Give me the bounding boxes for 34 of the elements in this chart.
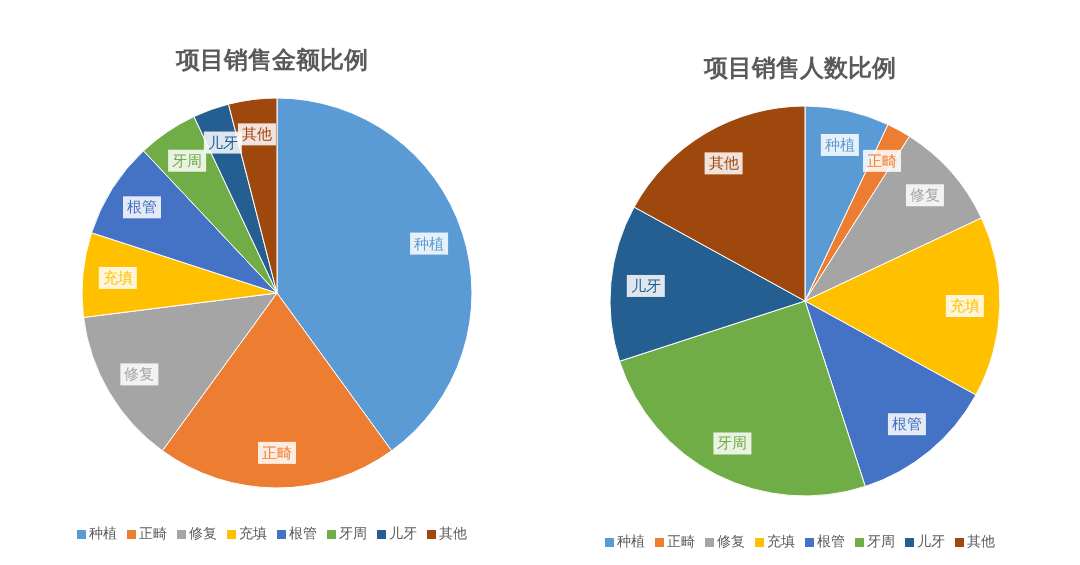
slice-label: 牙周 [717,434,748,453]
slice-label: 正畸 [867,151,898,170]
slice-label: 根管 [891,415,922,434]
legend-label: 其他 [967,533,995,551]
legend-label: 种植 [617,533,645,551]
slice-label: 牙周 [172,151,203,170]
legend-label: 正畸 [667,533,695,551]
slice-label: 其他 [241,125,272,144]
legend-label: 牙周 [867,533,895,551]
legend-label: 儿牙 [389,525,417,543]
slice-label: 种植 [414,234,445,253]
legend-label: 正畸 [139,525,167,543]
slice-label: 其他 [708,154,739,173]
slice-label: 充填 [949,297,980,316]
legend-label: 充填 [239,525,267,543]
legend-label: 根管 [289,525,317,543]
legend-label: 牙周 [339,525,367,543]
chart-title: 项目销售金额比例 [174,45,369,76]
chart-title: 项目销售人数比例 [702,53,897,84]
slice-label: 修复 [909,186,940,205]
slice-label: 正畸 [262,443,292,462]
legend-label: 修复 [189,525,217,543]
slice-label: 儿牙 [630,276,661,295]
slice-label: 充填 [102,268,133,287]
slice-label: 种植 [824,135,855,154]
legend-label: 修复 [717,533,745,551]
legend-label: 其他 [439,525,467,543]
slice-label: 儿牙 [207,133,238,152]
slice-label: 修复 [124,365,155,384]
slice-label: 根管 [126,198,157,217]
legend-label: 儿牙 [917,533,945,551]
legend-label: 充填 [767,533,795,551]
legend-label: 种植 [89,525,117,543]
legend-label: 根管 [817,533,845,551]
